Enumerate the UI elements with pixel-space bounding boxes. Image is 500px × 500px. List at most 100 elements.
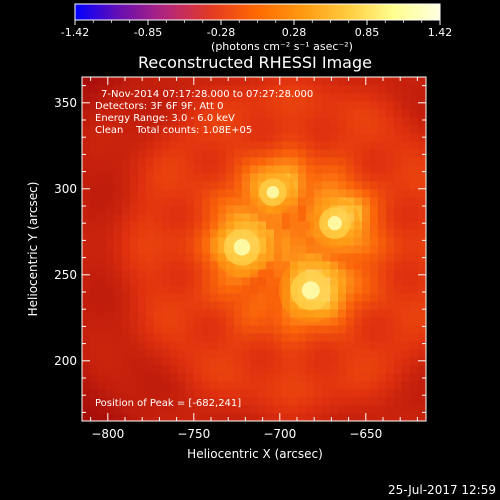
heatmap-pixel: [106, 85, 115, 94]
heatmap-pixel: [322, 117, 331, 126]
heatmap-pixel: [194, 301, 203, 310]
heatmap-pixel: [242, 333, 251, 342]
heatmap-pixel: [378, 397, 387, 406]
heatmap-pixel: [146, 125, 155, 134]
heatmap-pixel: [130, 237, 139, 246]
heatmap-pixel: [394, 333, 403, 342]
heatmap-pixel: [370, 173, 379, 182]
heatmap-pixel: [122, 341, 131, 350]
heatmap-pixel: [290, 261, 299, 270]
heatmap-pixel: [106, 213, 115, 222]
heatmap-pixel: [250, 101, 259, 110]
heatmap-pixel: [298, 413, 307, 421]
heatmap-pixel: [210, 357, 219, 366]
heatmap-pixel: [218, 149, 227, 158]
heatmap-pixel: [314, 317, 323, 326]
heatmap-pixel: [370, 181, 379, 190]
heatmap-pixel: [130, 181, 139, 190]
heatmap-pixel: [322, 317, 331, 326]
heatmap-pixel: [82, 413, 91, 421]
heatmap-pixel: [394, 261, 403, 270]
heatmap-pixel: [162, 173, 171, 182]
heatmap-pixel: [266, 101, 275, 110]
heatmap-pixel: [386, 181, 395, 190]
heatmap-pixel: [298, 85, 307, 94]
heatmap-pixel: [370, 213, 379, 222]
heatmap-pixel: [194, 117, 203, 126]
heatmap-pixel: [290, 357, 299, 366]
heatmap-pixel: [138, 349, 147, 358]
heatmap-pixel: [130, 229, 139, 238]
heatmap-pixel: [218, 221, 227, 230]
heatmap-pixel: [378, 125, 387, 134]
heatmap-pixel: [410, 357, 419, 366]
heatmap-pixel: [394, 133, 403, 142]
heatmap-pixel: [234, 349, 243, 358]
heatmap-pixel: [226, 93, 235, 102]
heatmap-pixel: [330, 397, 339, 406]
heatmap-pixel: [82, 309, 91, 318]
heatmap-pixel: [274, 277, 283, 286]
heatmap-pixel: [234, 85, 243, 94]
heatmap-pixel: [298, 245, 307, 254]
heatmap-pixel: [386, 221, 395, 230]
heatmap-pixel: [98, 405, 107, 414]
heatmap-pixel: [90, 141, 99, 150]
heatmap-pixel: [330, 101, 339, 110]
heatmap-pixel: [258, 333, 267, 342]
heatmap-pixel: [314, 93, 323, 102]
heatmap-pixel: [186, 173, 195, 182]
heatmap-pixel: [114, 101, 123, 110]
heatmap-pixel: [114, 237, 123, 246]
heatmap-pixel: [386, 261, 395, 270]
heatmap-pixel: [338, 157, 347, 166]
heatmap-pixel: [146, 381, 155, 390]
heatmap-pixel: [226, 405, 235, 414]
heatmap-pixel: [354, 341, 363, 350]
heatmap-pixel: [210, 341, 219, 350]
heatmap-pixel: [202, 165, 211, 174]
heatmap-pixel: [394, 253, 403, 262]
heatmap-pixel: [114, 221, 123, 230]
heatmap-pixel: [330, 189, 339, 198]
heatmap-pixel: [194, 77, 203, 86]
heatmap-pixel: [402, 149, 411, 158]
heatmap-pixel: [202, 365, 211, 374]
heatmap-pixel: [130, 221, 139, 230]
heatmap-pixel: [290, 189, 299, 198]
heatmap-pixel: [162, 141, 171, 150]
heatmap-pixel: [130, 397, 139, 406]
heatmap-pixel: [170, 109, 179, 118]
heatmap-pixel: [178, 285, 187, 294]
heatmap-pixel: [194, 341, 203, 350]
heatmap-pixel: [282, 397, 291, 406]
heatmap-pixel: [370, 149, 379, 158]
heatmap-pixel: [226, 309, 235, 318]
heatmap-pixel: [426, 357, 435, 366]
heatmap-pixel: [266, 253, 275, 262]
heatmap-pixel: [394, 397, 403, 406]
heatmap-pixel: [362, 85, 371, 94]
heatmap-pixel: [346, 277, 355, 286]
heatmap-pixel: [90, 325, 99, 334]
heatmap-pixel: [330, 285, 339, 294]
heatmap-pixel: [114, 333, 123, 342]
heatmap-pixel: [162, 237, 171, 246]
heatmap-pixel: [346, 309, 355, 318]
heatmap-pixel: [242, 373, 251, 382]
heatmap-pixel: [346, 341, 355, 350]
heatmap-pixel: [354, 413, 363, 421]
heatmap-pixel: [274, 405, 283, 414]
heatmap-pixel: [82, 141, 91, 150]
heatmap-pixel: [354, 325, 363, 334]
heatmap-pixel: [290, 149, 299, 158]
heatmap-pixel: [130, 93, 139, 102]
heatmap-pixel: [370, 413, 379, 421]
heatmap-pixel: [322, 189, 331, 198]
heatmap-pixel: [258, 221, 267, 230]
heatmap-pixel: [394, 309, 403, 318]
heatmap-pixel: [178, 333, 187, 342]
heatmap-pixel: [138, 381, 147, 390]
heatmap-pixel: [354, 349, 363, 358]
heatmap-pixel: [330, 77, 339, 86]
